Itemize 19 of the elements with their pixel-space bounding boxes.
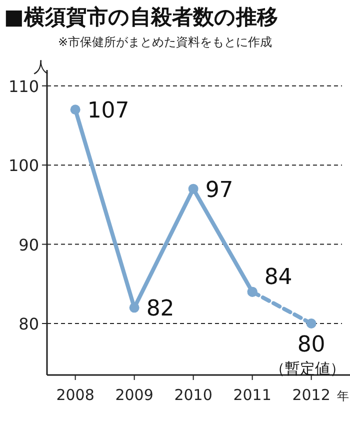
x-tick-label: 2010 (174, 386, 212, 404)
x-tick-label: 2012 (292, 386, 330, 404)
data-label: 107 (87, 98, 130, 124)
annotation: （暫定値） (270, 360, 345, 378)
x-tick-label: 2008 (56, 386, 94, 404)
data-label: 80 (297, 332, 326, 358)
data-label: 97 (205, 178, 234, 203)
x-tick-label: 2011 (233, 386, 272, 404)
data-label: 82 (146, 296, 174, 322)
y-tick-label: 90 (18, 235, 39, 254)
x-axis-title: 年 (337, 389, 349, 403)
x-tick-label: 2009 (115, 386, 154, 404)
y-axis-title: 人 (34, 58, 48, 76)
chart-title: ■横須賀市の自殺者数の推移 (4, 5, 278, 29)
data-label: 84 (264, 264, 292, 290)
y-tick-label: 100 (8, 156, 39, 176)
y-tick-label: 110 (8, 76, 39, 96)
chart-subtitle: ※市保健所がまとめた資料をもとに作成 (58, 35, 272, 49)
y-tick-label: 80 (18, 314, 39, 334)
